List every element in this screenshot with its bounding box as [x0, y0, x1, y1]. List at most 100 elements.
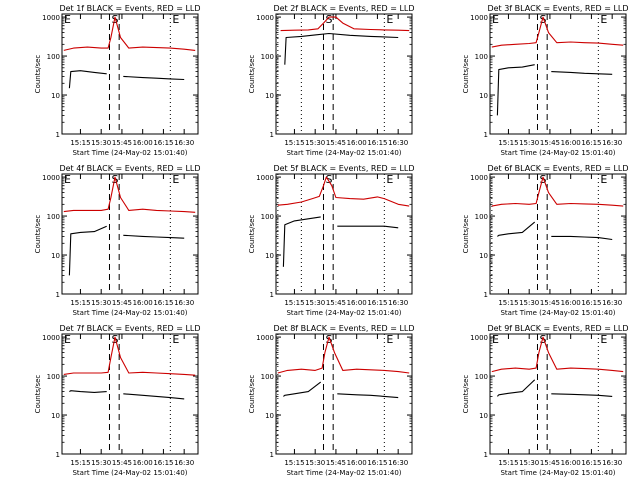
y-tick-label: 10 — [479, 92, 488, 100]
x-tick-label: 16:00 — [347, 299, 367, 307]
x-tick-label: 16:30 — [602, 139, 622, 147]
y-tick-label: 100 — [47, 213, 60, 221]
y-tick-label: 1 — [56, 291, 60, 299]
x-tick-label: 15:30 — [519, 299, 539, 307]
x-tick-label: 15:15 — [498, 139, 518, 147]
x-tick-label: 16:00 — [347, 459, 367, 467]
marker-label-E: E — [492, 333, 499, 346]
x-tick-label: 15:45 — [326, 459, 346, 467]
y-axis-label: Counts/sec — [34, 375, 42, 414]
lld-series-line — [491, 336, 624, 373]
x-tick-label: 15:45 — [326, 139, 346, 147]
panel-4f: Det 4f BLACK = Events, RED = LLD 1 10 100 10… — [34, 164, 201, 317]
panel-title: Det 7f BLACK = Events, RED = LLD — [59, 324, 200, 333]
y-tick-label: 100 — [261, 213, 274, 221]
x-tick-label: 15:45 — [540, 299, 560, 307]
x-tick-label: 15:30 — [519, 139, 539, 147]
y-axis-label: Counts/sec — [462, 55, 470, 94]
panel-2f: Det 2f BLACK = Events, RED = LLD 1 10 100 10… — [248, 4, 415, 157]
y-tick-label: 1 — [484, 451, 488, 459]
x-axis-label: Start Time (24-May-02 15:01:40) — [500, 149, 615, 157]
lld-series-line — [280, 16, 410, 32]
x-tick-label: 15:15 — [498, 299, 518, 307]
x-tick-label: 16:00 — [347, 139, 367, 147]
marker-label-S: S — [539, 173, 546, 186]
y-axis-label: Counts/sec — [34, 215, 42, 254]
y-tick-label: 100 — [475, 213, 488, 221]
marker-label-E: E — [64, 173, 71, 186]
marker-label-E: E — [600, 333, 607, 346]
x-tick-label: 15:45 — [540, 459, 560, 467]
plot-frame — [489, 173, 627, 295]
y-tick-label: 100 — [261, 53, 274, 61]
y-tick-label: 1000 — [256, 174, 274, 182]
panel-1f: Det 1f BLACK = Events, RED = LLD 1 10 100 10… — [34, 4, 201, 157]
y-tick-label: 10 — [51, 92, 60, 100]
panel-title: Det 4f BLACK = Events, RED = LLD — [59, 164, 200, 173]
x-tick-label: 16:30 — [174, 459, 194, 467]
y-tick-label: 1000 — [256, 334, 274, 342]
x-tick-label: 15:15 — [284, 299, 304, 307]
events-series-line — [496, 64, 613, 116]
x-tick-label: 16:00 — [561, 139, 581, 147]
x-tick-label: 16:15 — [153, 139, 173, 147]
events-series-line — [282, 216, 399, 267]
x-tick-label: 16:30 — [174, 139, 194, 147]
x-axis-label: Start Time (24-May-02 15:01:40) — [500, 309, 615, 317]
marker-label-E: E — [600, 173, 607, 186]
lld-series-line — [63, 16, 196, 51]
panel-title: Det 5f BLACK = Events, RED = LLD — [273, 164, 414, 173]
y-tick-label: 1 — [270, 291, 274, 299]
events-series-line — [68, 225, 185, 276]
panel-9f: Det 9f BLACK = Events, RED = LLD 1 10 100 10… — [462, 324, 629, 477]
x-tick-label: 15:30 — [91, 139, 111, 147]
y-tick-label: 100 — [47, 373, 60, 381]
x-tick-label: 16:00 — [133, 459, 153, 467]
y-tick-label: 10 — [51, 252, 60, 260]
y-tick-label: 100 — [261, 373, 274, 381]
lld-series-line — [277, 336, 410, 374]
x-tick-label: 16:15 — [581, 459, 601, 467]
y-tick-label: 100 — [475, 373, 488, 381]
x-tick-label: 15:30 — [305, 139, 325, 147]
y-tick-label: 1000 — [470, 174, 488, 182]
marker-label-E: E — [64, 13, 71, 26]
marker-label-E: E — [600, 13, 607, 26]
x-tick-label: 15:45 — [326, 299, 346, 307]
marker-label-E: E — [386, 173, 393, 186]
panel-title: Det 6f BLACK = Events, RED = LLD — [487, 164, 628, 173]
panel-title: Det 8f BLACK = Events, RED = LLD — [273, 324, 414, 333]
x-axis-label: Start Time (24-May-02 15:01:40) — [286, 309, 401, 317]
panel-title: Det 3f BLACK = Events, RED = LLD — [487, 4, 628, 13]
y-tick-label: 1 — [484, 291, 488, 299]
x-tick-label: 15:45 — [540, 139, 560, 147]
x-tick-label: 16:00 — [561, 459, 581, 467]
x-tick-label: 16:15 — [153, 459, 173, 467]
lld-series-line — [491, 176, 624, 207]
x-tick-label: 15:15 — [498, 459, 518, 467]
x-tick-label: 15:30 — [91, 299, 111, 307]
lld-series-line — [63, 336, 196, 376]
marker-label-E: E — [492, 13, 499, 26]
x-axis-label: Start Time (24-May-02 15:01:40) — [500, 469, 615, 477]
x-tick-label: 16:00 — [133, 299, 153, 307]
events-series-line — [68, 70, 185, 89]
x-tick-label: 16:30 — [388, 139, 408, 147]
panel-title: Det 9f BLACK = Events, RED = LLD — [487, 324, 628, 333]
marker-label-E: E — [386, 13, 393, 26]
panel-3f: Det 3f BLACK = Events, RED = LLD 1 10 100 10… — [462, 4, 629, 157]
x-tick-label: 16:15 — [581, 299, 601, 307]
x-tick-label: 15:30 — [91, 459, 111, 467]
events-series-line — [497, 221, 613, 241]
events-series-line — [284, 32, 399, 65]
x-tick-label: 16:15 — [367, 459, 387, 467]
panel-7f: Det 7f BLACK = Events, RED = LLD 1 10 100 10… — [34, 324, 201, 477]
panel-6f: Det 6f BLACK = Events, RED = LLD 1 10 100 10… — [462, 164, 629, 317]
x-tick-label: 15:30 — [305, 299, 325, 307]
y-axis-label: Counts/sec — [462, 375, 470, 414]
x-tick-label: 15:45 — [112, 139, 132, 147]
marker-label-S: S — [539, 13, 546, 26]
y-tick-label: 1 — [270, 451, 274, 459]
y-axis-label: Counts/sec — [248, 55, 256, 94]
marker-label-E: E — [64, 333, 71, 346]
